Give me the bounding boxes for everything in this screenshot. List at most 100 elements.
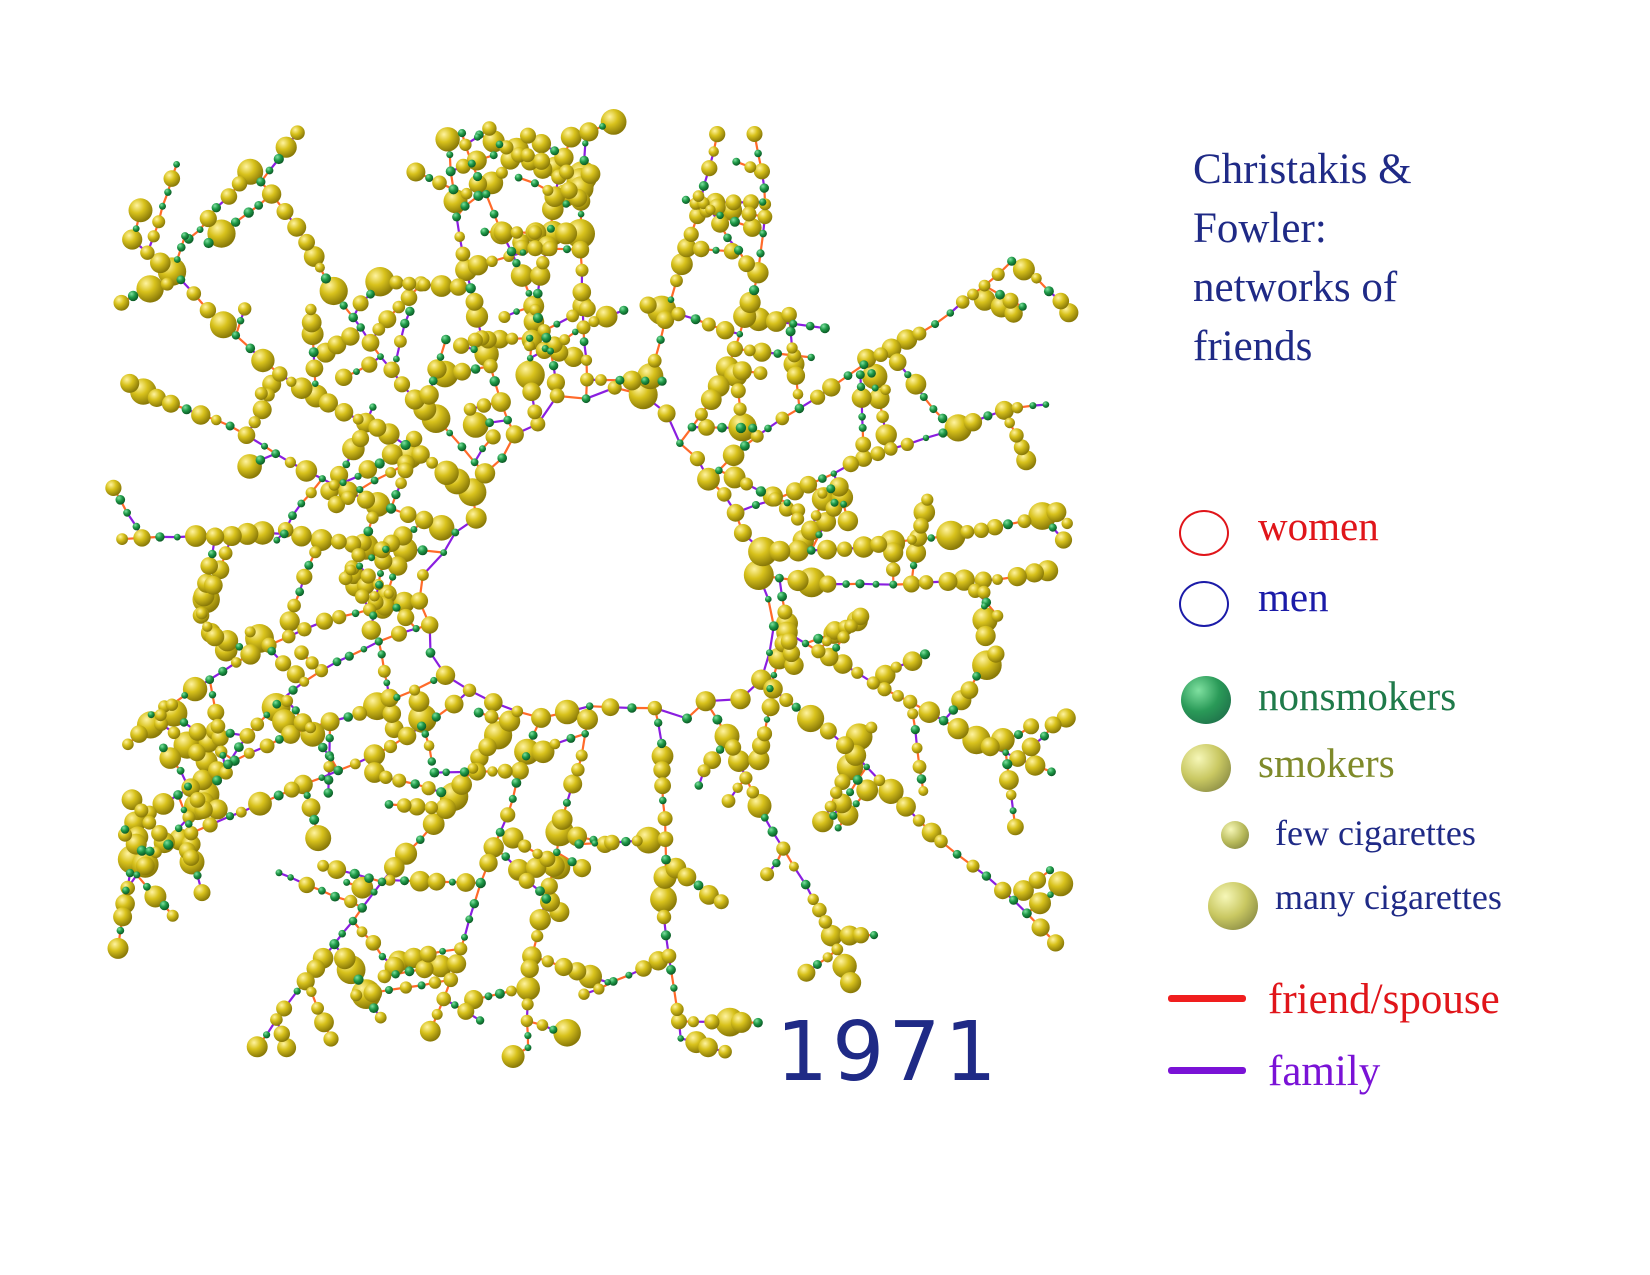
nonsmoker-node <box>374 637 383 646</box>
nonsmoker-node <box>383 679 391 687</box>
smoker-node <box>320 712 340 732</box>
nonsmoker-node <box>524 1032 532 1040</box>
nonsmoker-node <box>338 929 347 938</box>
nonsmoker-node <box>1014 730 1023 740</box>
smoker-node <box>739 771 753 785</box>
smoker-node <box>491 392 511 412</box>
nonsmoker-node <box>909 561 918 570</box>
smoker-node <box>1031 918 1050 937</box>
smoker-node <box>468 174 488 194</box>
nonsmoker-node <box>530 179 539 188</box>
smoker-node <box>967 288 979 301</box>
nonsmoker-node <box>163 839 174 850</box>
nonsmoker-node <box>318 475 326 483</box>
nonsmoker-node <box>1029 402 1037 410</box>
smoker-node <box>738 255 755 273</box>
smoker-node <box>986 519 1004 536</box>
nonsmoker-node <box>791 702 801 712</box>
smoker-node <box>384 857 405 878</box>
smoker-node <box>352 295 369 312</box>
nonsmoker-node <box>393 693 401 702</box>
smoker-node <box>757 209 773 225</box>
smoker-node <box>1047 934 1065 952</box>
smoker-node <box>753 163 771 180</box>
smoker-node <box>116 533 128 545</box>
smoker-node <box>182 676 208 702</box>
nonsmoker-node <box>287 874 294 881</box>
nonsmoker-node <box>484 992 493 1001</box>
nonsmoker-node <box>863 763 870 771</box>
smoker-node <box>1007 818 1024 836</box>
smoker-node <box>822 378 841 397</box>
smoker-node <box>319 276 348 306</box>
smoker-node <box>837 631 850 644</box>
smoker-node <box>408 704 437 733</box>
nonsmoker-node <box>125 868 135 878</box>
nonsmoker-node <box>562 798 571 807</box>
nonsmoker-node <box>641 376 650 385</box>
nonsmoker-node <box>288 511 297 520</box>
smoker-node <box>306 986 317 997</box>
smoker-node <box>1016 450 1037 471</box>
smoker-node <box>870 535 888 553</box>
smoker-node <box>818 915 833 929</box>
nonsmoker-node <box>448 184 459 195</box>
smoker-node <box>290 125 305 140</box>
nonsmoker-node <box>473 133 482 141</box>
smoker-node <box>400 289 418 307</box>
nonsmoker-node <box>751 501 760 509</box>
smoker-node <box>812 810 834 833</box>
smoker-node <box>902 575 920 593</box>
nonsmoker-node <box>834 824 842 832</box>
nonsmoker-node <box>133 871 141 879</box>
smoker-node <box>730 1011 752 1033</box>
nonsmoker-node <box>339 479 347 487</box>
smoker-node <box>579 300 596 318</box>
nonsmoker-node <box>995 289 1005 300</box>
nonsmoker-node <box>325 734 334 743</box>
smoker-node <box>999 770 1019 790</box>
nonsmoker-node <box>608 977 618 986</box>
nonsmoker-node <box>681 195 691 204</box>
smoker-node <box>235 806 247 818</box>
nonsmoker-node <box>948 705 959 715</box>
smoker-node <box>726 503 745 522</box>
smoker-node <box>147 230 160 243</box>
nonsmoker-node <box>465 283 476 294</box>
smoker-node <box>777 604 793 620</box>
smoker-node <box>896 796 916 817</box>
smoker-node <box>647 353 662 368</box>
nonsmoker-node <box>549 1025 558 1034</box>
smoker-node <box>1004 417 1015 429</box>
smoker-node <box>593 983 605 995</box>
smoker-node <box>291 525 312 547</box>
smoker-node <box>947 717 969 740</box>
nonsmoker-node <box>436 787 447 798</box>
nonsmoker-node <box>343 712 354 722</box>
smoker-node <box>541 955 554 968</box>
large-ball-icon <box>1208 882 1258 930</box>
nonsmoker-node <box>143 882 151 891</box>
smoker-node <box>560 126 582 148</box>
smoker-node <box>741 206 757 222</box>
nonsmoker-node <box>179 718 189 727</box>
nonsmoker-node <box>442 768 451 777</box>
smoker-node <box>200 557 218 575</box>
smoker-node <box>530 416 546 432</box>
smoker-node <box>687 1016 700 1028</box>
nonsmoker-node <box>173 790 183 800</box>
smoker-node <box>842 455 859 473</box>
smoker-node <box>231 176 248 192</box>
smoker-node <box>454 942 468 956</box>
smoker-node <box>350 989 363 1002</box>
smoker-node <box>698 1037 718 1058</box>
smoker-node <box>566 309 579 323</box>
nonsmoker-node <box>164 188 172 196</box>
smoker-node <box>553 1019 581 1047</box>
nonsmoker-node <box>405 306 415 316</box>
nonsmoker-node <box>245 343 256 354</box>
smoker-node <box>888 353 907 372</box>
nonsmoker-node <box>441 334 451 345</box>
nonsmoker-node <box>452 212 462 222</box>
smoker-node <box>457 1002 475 1020</box>
